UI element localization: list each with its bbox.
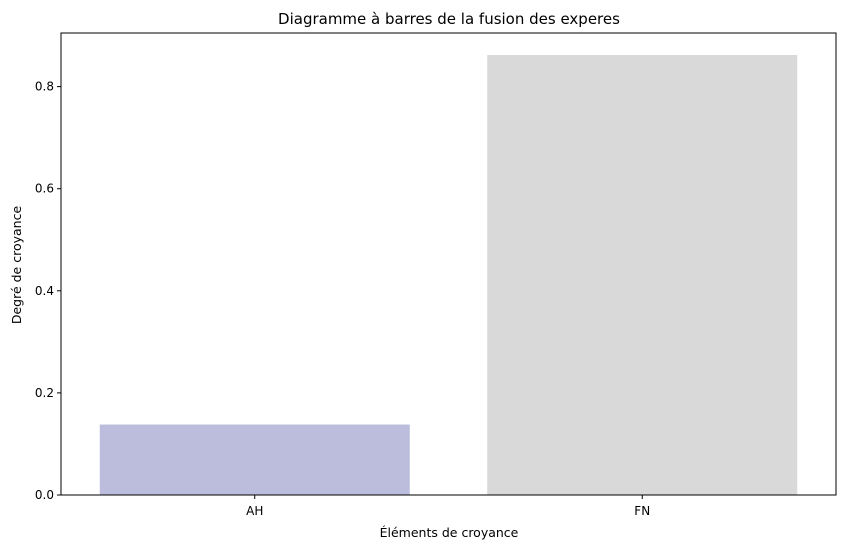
bar-ah: [99, 424, 410, 495]
y-tick-label: 0.2: [35, 386, 54, 400]
x-tick-label-fn: FN: [634, 504, 650, 518]
y-tick-label: 0.4: [35, 284, 54, 298]
plot-area: AH FN 0.0 0.2 0.4 0.6 0.8: [35, 32, 837, 518]
y-tick-label: 0.6: [35, 182, 54, 196]
y-axis-label: Degré de croyance: [9, 206, 24, 325]
y-tick-label: 0.8: [35, 80, 54, 94]
y-tick-label: 0.0: [35, 488, 54, 502]
bar-fn: [487, 54, 798, 495]
axes-frame: [60, 32, 837, 496]
x-tick-label-ah: AH: [246, 504, 263, 518]
chart-title: Diagramme à barres de la fusion des expe…: [278, 10, 620, 28]
x-axis-label: Éléments de croyance: [380, 525, 519, 540]
